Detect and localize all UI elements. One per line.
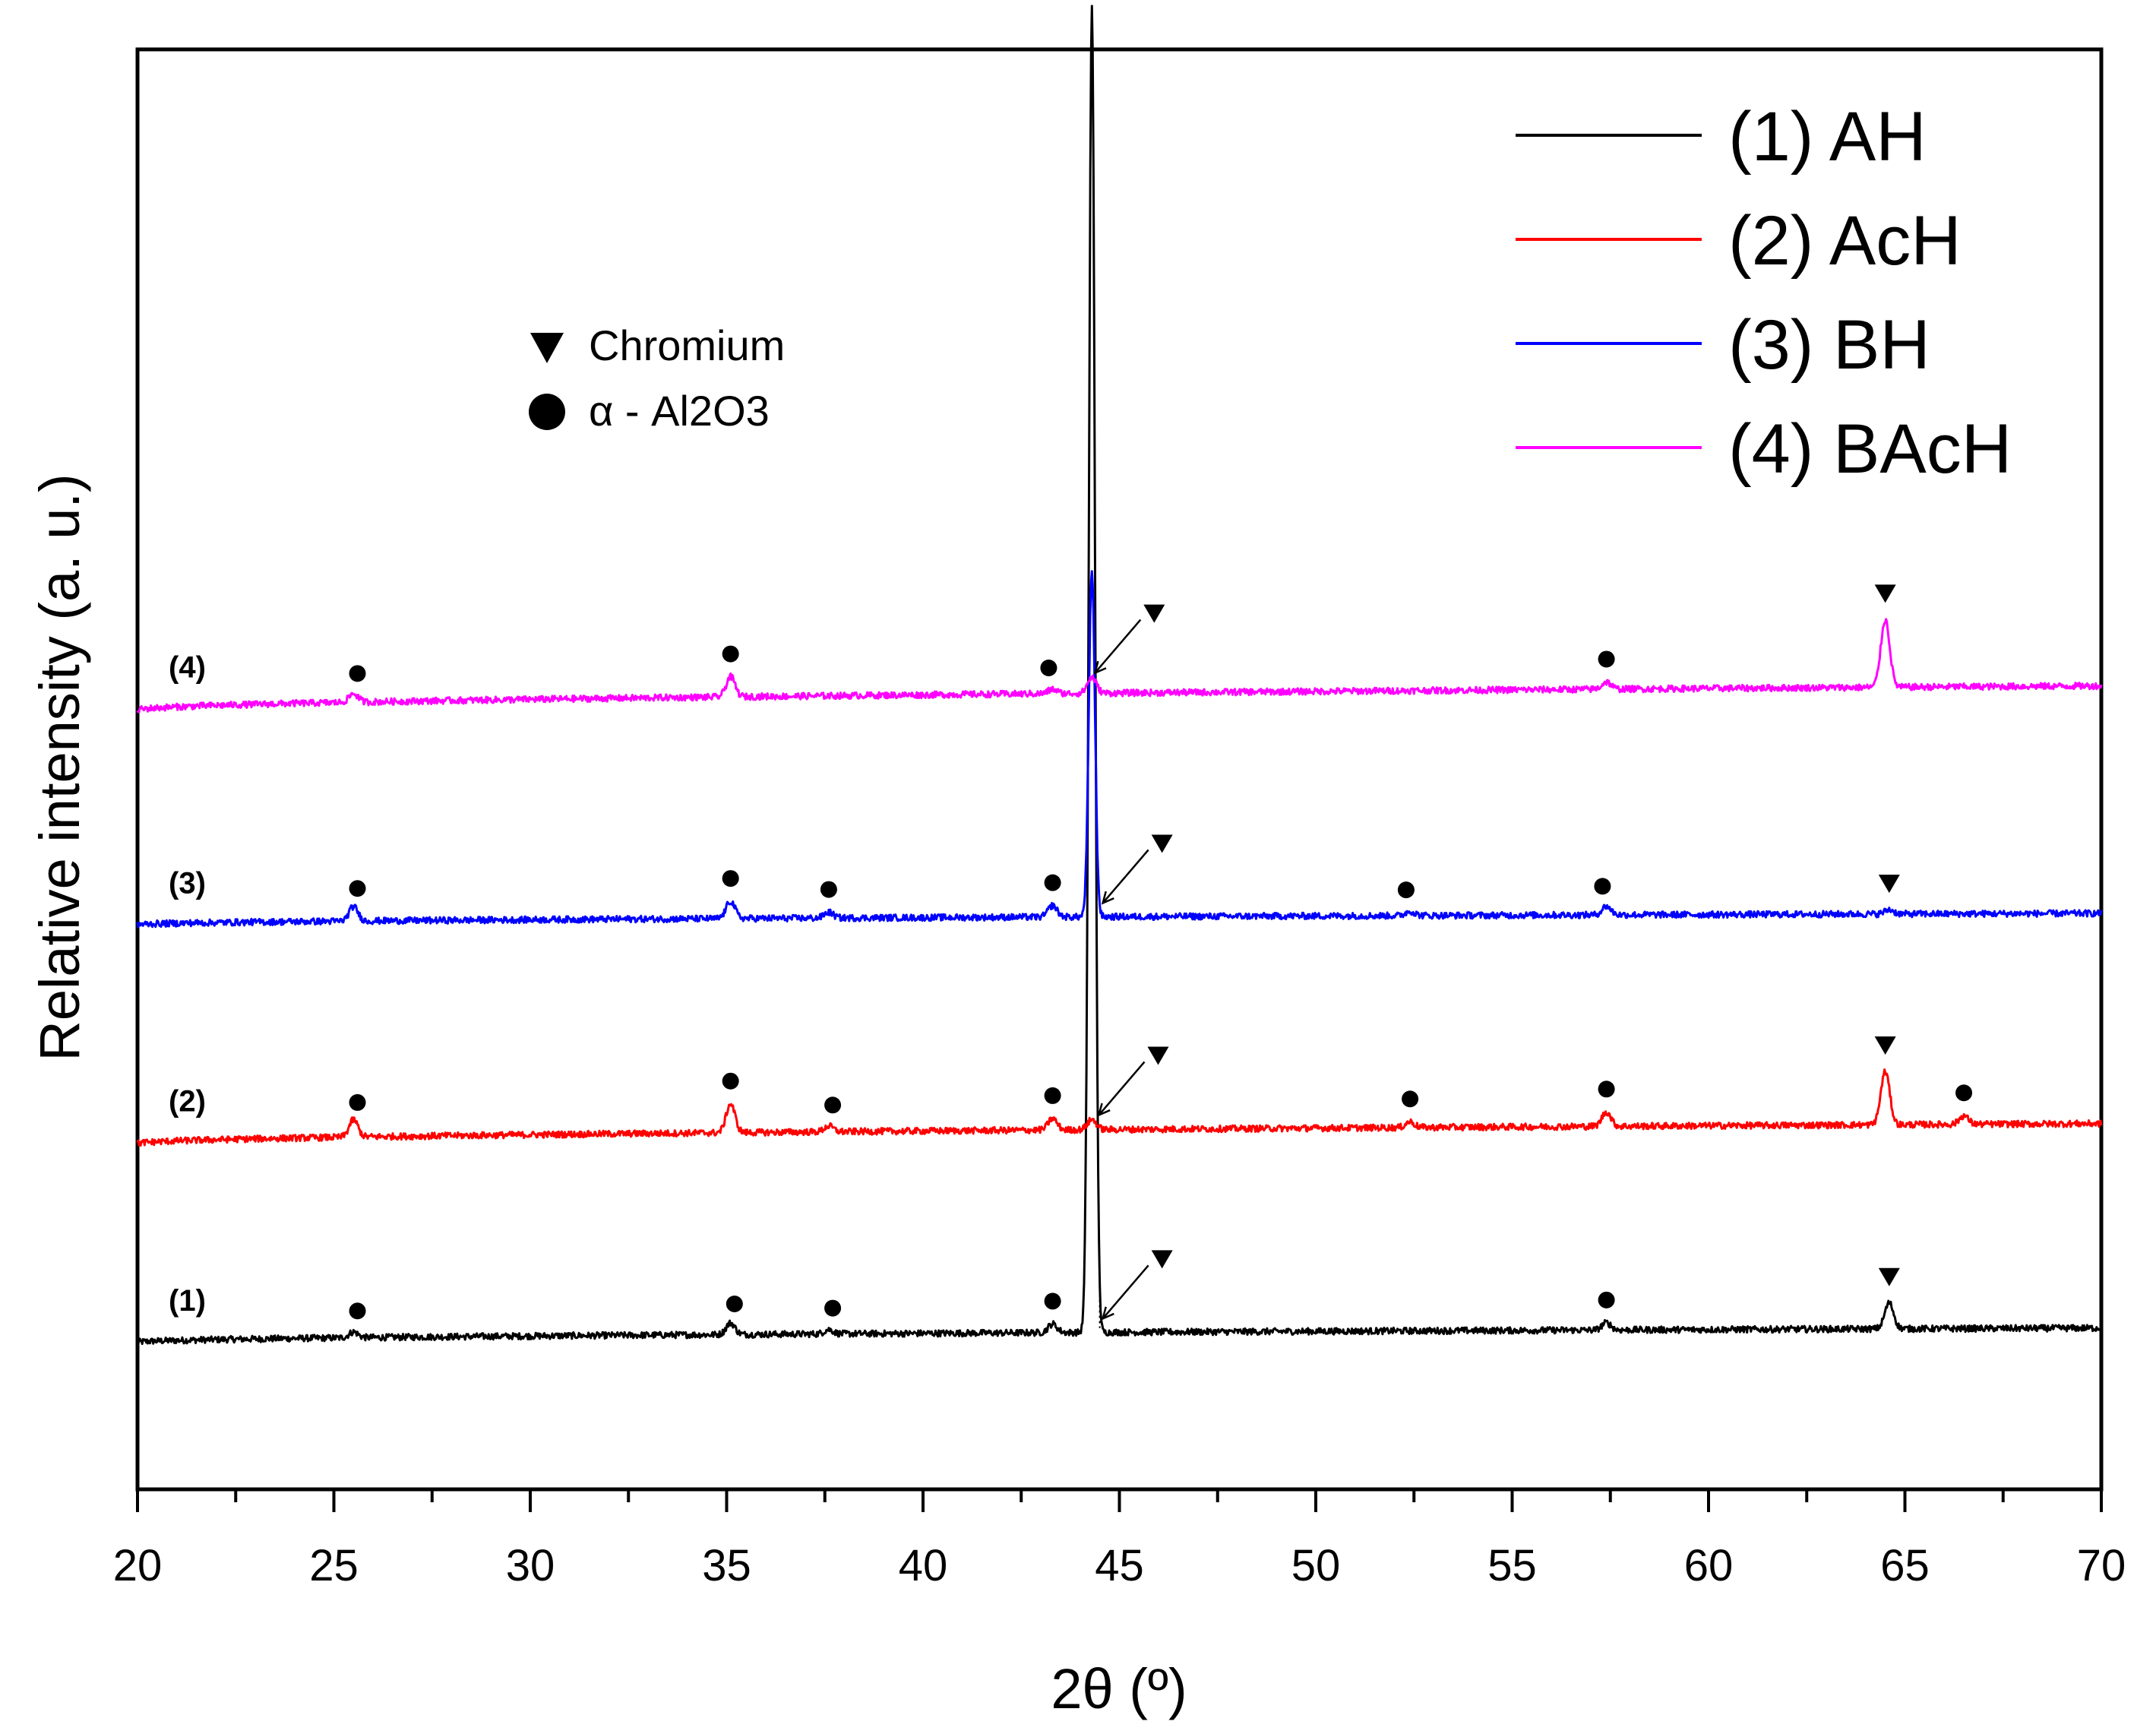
al2o3-peak-marker xyxy=(1598,650,1615,668)
legend-label: (1) AH xyxy=(1728,98,1927,176)
x-tick-label: 60 xyxy=(1684,1541,1734,1590)
x-tick-label: 30 xyxy=(506,1541,555,1590)
chromium-arrow xyxy=(1102,849,1149,904)
x-axis-title: 2θ (º) xyxy=(1051,1657,1187,1720)
series-line xyxy=(136,1068,2103,1147)
series-line xyxy=(136,570,2103,929)
series-line xyxy=(136,5,2103,1346)
al2o3-legend-marker xyxy=(529,394,565,430)
al2o3-peak-marker xyxy=(1598,1291,1615,1308)
al2o3-peak-marker xyxy=(722,1072,739,1090)
marker-legend: Chromium α - Al2O3 xyxy=(529,321,785,435)
chromium-peak-marker xyxy=(1874,1036,1896,1055)
al2o3-peak-marker xyxy=(1594,878,1611,895)
chromium-arrow-head xyxy=(1093,660,1107,675)
x-tick-label: 25 xyxy=(309,1541,359,1590)
chromium-legend-label: Chromium xyxy=(589,321,785,369)
chromium-peak-marker xyxy=(1878,875,1900,894)
al2o3-peak-marker xyxy=(1044,1293,1061,1310)
peak-annotations: (1) (2) (3) (4) xyxy=(169,584,1973,1328)
chromium-peak-marker xyxy=(1147,1046,1169,1065)
chromium-arrow-head xyxy=(1097,1103,1111,1117)
al2o3-peak-marker xyxy=(1044,1087,1061,1104)
al2o3-peak-marker xyxy=(820,881,837,898)
chromium-peak-marker xyxy=(1151,834,1173,853)
al2o3-legend-label: α - Al2O3 xyxy=(589,387,770,435)
x-tick-label: 40 xyxy=(899,1541,948,1590)
x-tick-label: 45 xyxy=(1095,1541,1144,1590)
al2o3-peak-marker xyxy=(1044,874,1061,891)
al2o3-peak-marker xyxy=(1397,881,1415,899)
al2o3-peak-marker xyxy=(1040,660,1057,677)
al2o3-peak-marker xyxy=(349,665,366,682)
al2o3-peak-marker xyxy=(349,1302,366,1320)
al2o3-peak-marker xyxy=(824,1299,842,1317)
al2o3-peak-marker xyxy=(1955,1084,1973,1102)
al2o3-peak-marker xyxy=(1402,1090,1419,1108)
chromium-legend-marker xyxy=(530,333,564,363)
al2o3-peak-marker xyxy=(722,645,739,663)
chromium-arrow xyxy=(1098,1061,1146,1116)
series-tag-label: (4) xyxy=(169,651,206,685)
legend-label: (3) BH xyxy=(1728,306,1930,384)
x-tick-label: 20 xyxy=(113,1541,163,1590)
chromium-arrow-head xyxy=(1101,1306,1114,1321)
chromium-peak-marker xyxy=(1874,584,1896,603)
series-tag-label: (2) xyxy=(169,1085,206,1119)
legend-label: (2) AcH xyxy=(1728,202,1962,280)
al2o3-peak-marker xyxy=(726,1296,743,1313)
x-tick-label: 70 xyxy=(2077,1541,2126,1590)
chromium-arrow xyxy=(1102,1264,1149,1320)
series-legend: (1) AH (2) AcH (3) BH (4) BAcH xyxy=(1516,98,2012,488)
x-tick-label: 55 xyxy=(1487,1541,1537,1590)
x-tick-label: 50 xyxy=(1291,1541,1341,1590)
legend-label: (4) BAcH xyxy=(1728,410,2012,488)
al2o3-peak-marker xyxy=(722,870,739,888)
chromium-peak-marker xyxy=(1878,1267,1900,1286)
series-line xyxy=(136,618,2103,714)
al2o3-peak-marker xyxy=(824,1096,842,1114)
y-axis-title: Relative intensity (a. u.) xyxy=(28,473,91,1061)
al2o3-peak-marker xyxy=(349,1093,366,1111)
chromium-peak-marker xyxy=(1151,1250,1173,1269)
chromium-arrow-head xyxy=(1101,891,1114,905)
x-axis-tick-labels: 20 25 30 35 40 45 50 55 60 65 70 xyxy=(113,1541,2126,1590)
x-tick-label: 35 xyxy=(702,1541,751,1590)
series-tag-label: (1) xyxy=(169,1284,206,1318)
series-tag-label: (3) xyxy=(169,867,206,900)
x-axis-ticks xyxy=(136,1489,2103,1512)
x-tick-label: 65 xyxy=(1880,1541,1930,1590)
al2o3-peak-marker xyxy=(349,880,366,897)
chromium-peak-marker xyxy=(1143,604,1165,623)
chromium-arrow xyxy=(1094,619,1142,674)
al2o3-peak-marker xyxy=(1598,1081,1615,1098)
series-layer xyxy=(136,5,2103,1346)
